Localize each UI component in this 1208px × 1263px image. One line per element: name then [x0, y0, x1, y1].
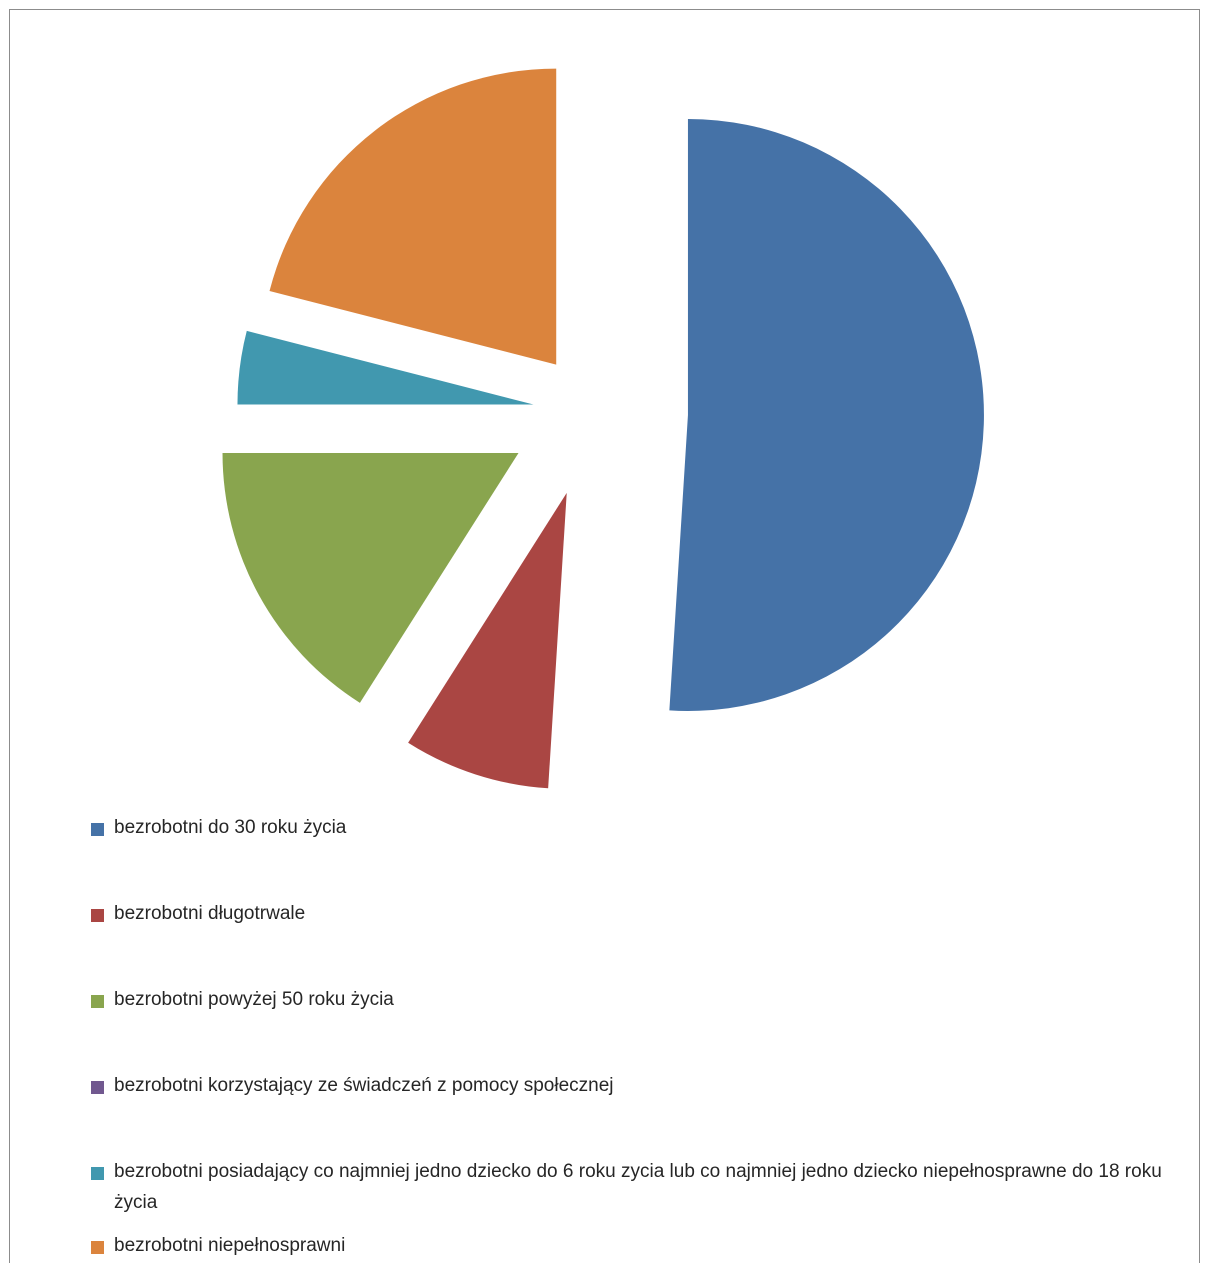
legend-item: bezrobotni korzystający ze świadczeń z p…: [91, 1075, 614, 1101]
pie-slice: [669, 118, 984, 711]
legend-label: bezrobotni posiadający co najmniej jedno…: [114, 1161, 1162, 1213]
legend-swatch: [91, 823, 104, 836]
legend-label: bezrobotni korzystający ze świadczeń z p…: [114, 1075, 614, 1096]
chart-area: [9, 9, 1200, 1263]
legend-swatch: [91, 995, 104, 1008]
legend-item: bezrobotni posiadający co najmniej jedno…: [91, 1161, 1171, 1218]
legend-swatch: [91, 1167, 104, 1180]
legend-label: bezrobotni powyżej 50 roku życia: [114, 989, 394, 1010]
legend-swatch: [91, 1081, 104, 1094]
legend-label: bezrobotni niepełnosprawni: [114, 1235, 346, 1256]
legend-item: bezrobotni do 30 roku życia: [91, 817, 346, 843]
legend-item: bezrobotni niepełnosprawni: [91, 1235, 345, 1261]
legend-item: bezrobotni powyżej 50 roku życia: [91, 989, 394, 1015]
legend-label: bezrobotni do 30 roku życia: [114, 817, 347, 838]
pie-chart: [222, 68, 984, 789]
legend-swatch: [91, 909, 104, 922]
pie-slice: [408, 492, 567, 789]
pie-slice: [237, 330, 534, 405]
legend-item: bezrobotni długotrwale: [91, 903, 305, 929]
pie-slice: [269, 68, 557, 365]
legend-label: bezrobotni długotrwale: [114, 903, 306, 924]
legend-swatch: [91, 1241, 104, 1254]
pie-slice: [222, 452, 519, 703]
